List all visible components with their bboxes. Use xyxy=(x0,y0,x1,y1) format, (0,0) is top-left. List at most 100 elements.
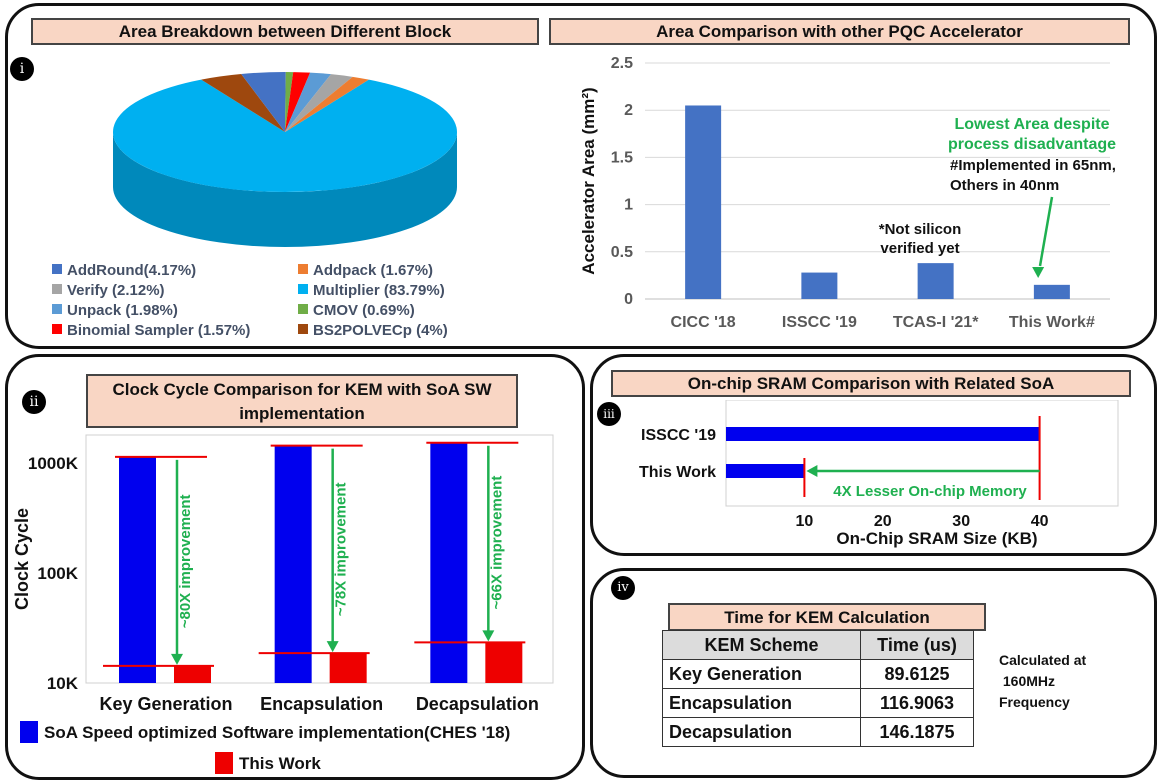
x-tick-label: This Work# xyxy=(1009,314,1095,331)
annotation-not-silicon: verified yet xyxy=(880,240,959,257)
pie-chart xyxy=(113,72,457,247)
x-tick-label: Decapsulation xyxy=(416,694,539,714)
cell-scheme: Encapsulation xyxy=(662,688,861,718)
header-time: Time (us) xyxy=(860,630,974,660)
bar-3 xyxy=(1033,284,1070,299)
sw-bar-0 xyxy=(119,456,156,683)
x-tick-label: TCAS-I '21* xyxy=(893,314,979,331)
badge-iv: iv xyxy=(611,576,635,600)
sram-bar-1 xyxy=(726,464,805,478)
time-table-title: Time for KEM Calculation xyxy=(668,603,986,631)
table-row: Decapsulation 146.1875 xyxy=(662,717,974,747)
bar-0 xyxy=(685,105,722,299)
legend-item-bs2polvecp: BS2POLVECp (4%) xyxy=(298,322,448,339)
annotation-arrow xyxy=(1038,196,1054,267)
legend-item-binomial: Binomial Sampler (1.57%) xyxy=(52,322,250,339)
arrow-head-icon xyxy=(806,465,818,477)
legend-item-unpack: Unpack (1.98%) xyxy=(52,302,178,319)
legend-item-multiplier: Multiplier (83.79%) xyxy=(298,282,445,299)
badge-i: i xyxy=(10,57,34,81)
y-axis-label: Clock Cycle xyxy=(12,508,32,610)
note-line: Frequency xyxy=(999,694,1070,710)
arrow-head-icon xyxy=(171,653,183,665)
table-row: Encapsulation 116.9063 xyxy=(662,688,974,718)
pie-slice-bs2polvecp xyxy=(201,73,285,132)
y-tick-label: 10K xyxy=(47,674,79,693)
clock-title-line1: Clock Cycle Comparison for KEM with SoA … xyxy=(112,380,492,399)
y-tick-label: 0 xyxy=(624,291,633,308)
clock-legend-hw: This Work xyxy=(215,752,321,774)
y-tick-label: 0.5 xyxy=(611,244,633,261)
swatch-icon xyxy=(215,752,233,774)
cell-scheme: Key Generation xyxy=(662,659,861,689)
table-row: Key Generation 89.6125 xyxy=(662,659,974,689)
legend-hw-label: This Work xyxy=(239,754,321,773)
header-scheme: KEM Scheme xyxy=(662,630,861,660)
y-tick-label: 1000K xyxy=(28,454,79,473)
legend-label: Unpack (1.98%) xyxy=(67,302,178,319)
clock-title-line2: implementation xyxy=(239,404,365,423)
legend-label: Addpack (1.67%) xyxy=(313,262,434,279)
badge-iii: iii xyxy=(597,402,621,426)
x-axis-label: On-Chip SRAM Size (KB) xyxy=(836,529,1037,548)
area-bar-chart: 0 0.5 1 1.5 2 2.5 CICC '18 ISSCC '19 TCAS-I '21*… xyxy=(579,55,1116,331)
clock-bar-chart: 10K 100K 1000K Clock Cycle ~80X improvement K… xyxy=(12,434,554,714)
annotation-impl: #Implemented in 65nm, xyxy=(950,157,1116,174)
cell-time: 146.1875 xyxy=(860,717,974,747)
legend-item-addround: AddRound(4.17%) xyxy=(52,262,196,279)
badge-ii: ii xyxy=(22,390,46,414)
bar-1 xyxy=(801,272,838,299)
cell-time: 116.9063 xyxy=(860,688,974,718)
legend-item-cmov: CMOV (0.69%) xyxy=(298,302,415,319)
legend-label: Multiplier (83.79%) xyxy=(313,282,445,299)
x-tick-label: CICC '18 xyxy=(671,314,736,331)
y-tick-label: This Work xyxy=(639,464,716,481)
clock-legend-sw: SoA Speed optimized Software implementat… xyxy=(20,721,510,743)
sram-bar-0 xyxy=(726,427,1040,441)
reduction-label: 4X Lesser On-chip Memory xyxy=(833,483,1027,500)
swatch-icon xyxy=(298,304,308,314)
legend-label: AddRound(4.17%) xyxy=(67,262,197,279)
swatch-icon xyxy=(298,324,308,334)
pie-side-multiplier xyxy=(113,132,457,247)
sw-bar-1 xyxy=(274,445,312,683)
hw-bar-1 xyxy=(329,653,367,683)
plot-frame xyxy=(725,400,1119,507)
improvement-label: ~80X improvement xyxy=(177,494,194,628)
kem-time-table: KEM Scheme Time (us) Key Generation 89.6… xyxy=(662,630,974,747)
pie-slice-addpack xyxy=(285,76,369,132)
y-tick-label: 1 xyxy=(624,197,633,214)
annotation-lowest: process disadvantage xyxy=(948,136,1116,153)
y-tick-label: 2 xyxy=(624,102,633,119)
legend-label: BS2POLVECp (4%) xyxy=(313,322,448,339)
x-tick-label: Encapsulation xyxy=(260,694,383,714)
hw-bar-2 xyxy=(485,642,523,683)
legend-item-addpack: Addpack (1.67%) xyxy=(298,262,433,279)
pie-slice-addround xyxy=(241,72,286,132)
x-tick-label: 30 xyxy=(952,513,970,530)
table-header-row: KEM Scheme Time (us) xyxy=(662,630,974,660)
x-tick-label: ISSCC '19 xyxy=(782,314,857,331)
plot-frame xyxy=(85,434,554,684)
x-tick-label: 20 xyxy=(874,513,892,530)
bar-title: Area Comparison with other PQC Accelerat… xyxy=(549,18,1130,45)
improvement-label: ~66X improvement xyxy=(488,476,505,610)
swatch-icon xyxy=(20,721,38,743)
pie-slice-cmov xyxy=(285,72,294,132)
y-tick-label: 2.5 xyxy=(611,55,633,72)
annotation-lowest: Lowest Area despite xyxy=(954,116,1109,133)
y-tick-label: 100K xyxy=(37,564,78,583)
improvement-label: ~78X improvement xyxy=(333,482,350,616)
sram-title: On-chip SRAM Comparison with Related SoA xyxy=(611,370,1131,397)
swatch-icon xyxy=(298,284,308,294)
y-tick-label: 1.5 xyxy=(611,149,633,166)
arrow-head-icon xyxy=(326,641,339,653)
swatch-icon xyxy=(52,304,62,314)
pie-slice-binomial-sampler xyxy=(285,72,311,132)
cell-time: 89.6125 xyxy=(860,659,974,689)
swatch-icon xyxy=(52,324,62,334)
note-line: 160MHz xyxy=(999,673,1056,689)
legend-sw-label: SoA Speed optimized Software implementat… xyxy=(44,723,511,742)
annotation-impl: Others in 40nm xyxy=(950,177,1059,194)
arrow-head-icon xyxy=(1032,267,1045,278)
